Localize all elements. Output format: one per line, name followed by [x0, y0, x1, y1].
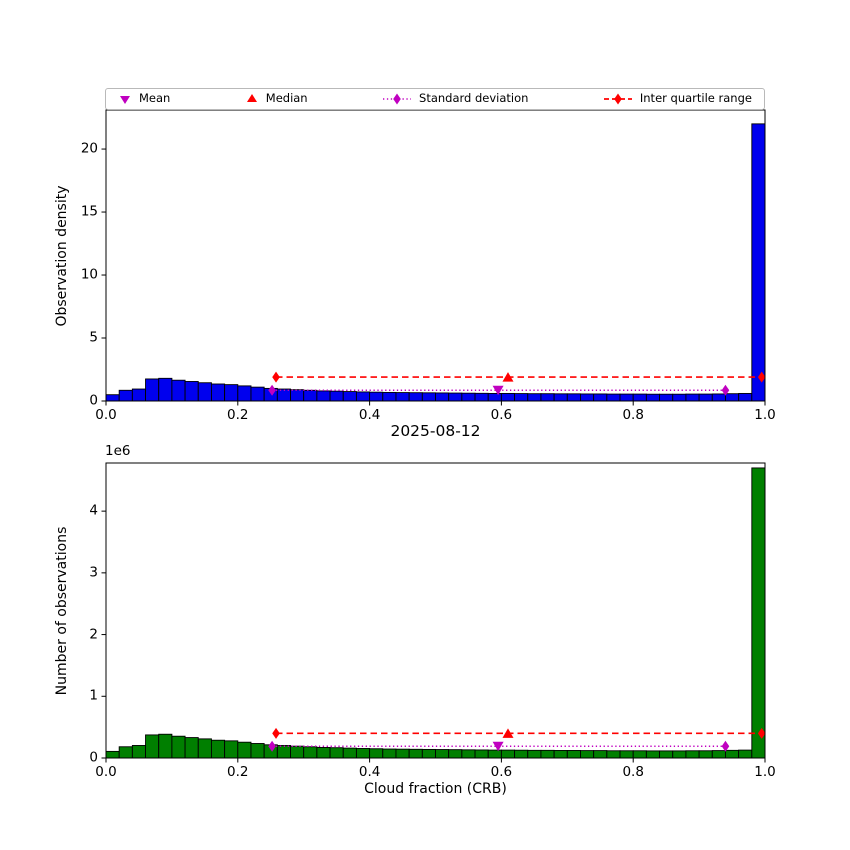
y-tick-label: 4 [89, 502, 98, 519]
legend-label-iqr: Inter quartile range [639, 91, 752, 106]
legend-label-std: Standard deviation [419, 91, 529, 106]
xlabel-cloud-fraction: Cloud fraction (CRB) [364, 781, 507, 797]
x-tick-label: 0.8 [622, 764, 644, 780]
x-tick-label: 1.0 [754, 764, 776, 780]
y-axis-offset-label: 1e6 [105, 443, 131, 459]
ylabel-observation-density: Observation density [54, 185, 70, 327]
legend-item-iqr: Inter quartile range [603, 93, 752, 105]
std-dotted-line-diamond-icon [383, 93, 412, 105]
y-tick-label: 10 [80, 266, 98, 283]
x-tick-label: 0.6 [490, 764, 513, 780]
mean-triangle-down-icon [120, 96, 130, 104]
legend-item-mean: Mean [118, 93, 170, 105]
median-triangle-up-icon [246, 94, 257, 102]
x-tick-label: 1.0 [754, 407, 776, 423]
y-tick-label: 20 [80, 140, 98, 157]
y-tick-label: 15 [80, 203, 98, 220]
x-tick-label: 0.4 [358, 407, 381, 423]
y-tick-label: 0 [89, 392, 98, 409]
legend-label-median: Median [265, 91, 308, 106]
chart-title: 2025-08-12 [390, 422, 481, 440]
y-tick-label: 1 [89, 687, 98, 704]
iqr-dashed-line-diamond-icon [603, 93, 632, 105]
legend-item-median: Median [245, 93, 308, 105]
y-tick-label: 2 [89, 625, 98, 642]
legend: Mean Median Standard deviation Inter qua… [105, 88, 765, 110]
y-tick-label: 5 [89, 329, 98, 346]
legend-label-mean: Mean [139, 91, 171, 106]
x-tick-label: 0.4 [358, 764, 381, 780]
x-tick-label: 0.2 [227, 764, 249, 780]
y-tick-label: 3 [89, 564, 98, 581]
x-tick-label: 0.0 [95, 764, 117, 780]
y-tick-label: 0 [89, 749, 98, 766]
x-tick-label: 0.6 [490, 407, 513, 423]
ylabel-number-of-observations: Number of observations [54, 526, 70, 696]
x-tick-label: 0.2 [227, 407, 249, 423]
x-tick-label: 0.0 [95, 407, 117, 423]
x-tick-label: 0.8 [622, 407, 644, 423]
legend-item-std: Standard deviation [382, 93, 528, 105]
